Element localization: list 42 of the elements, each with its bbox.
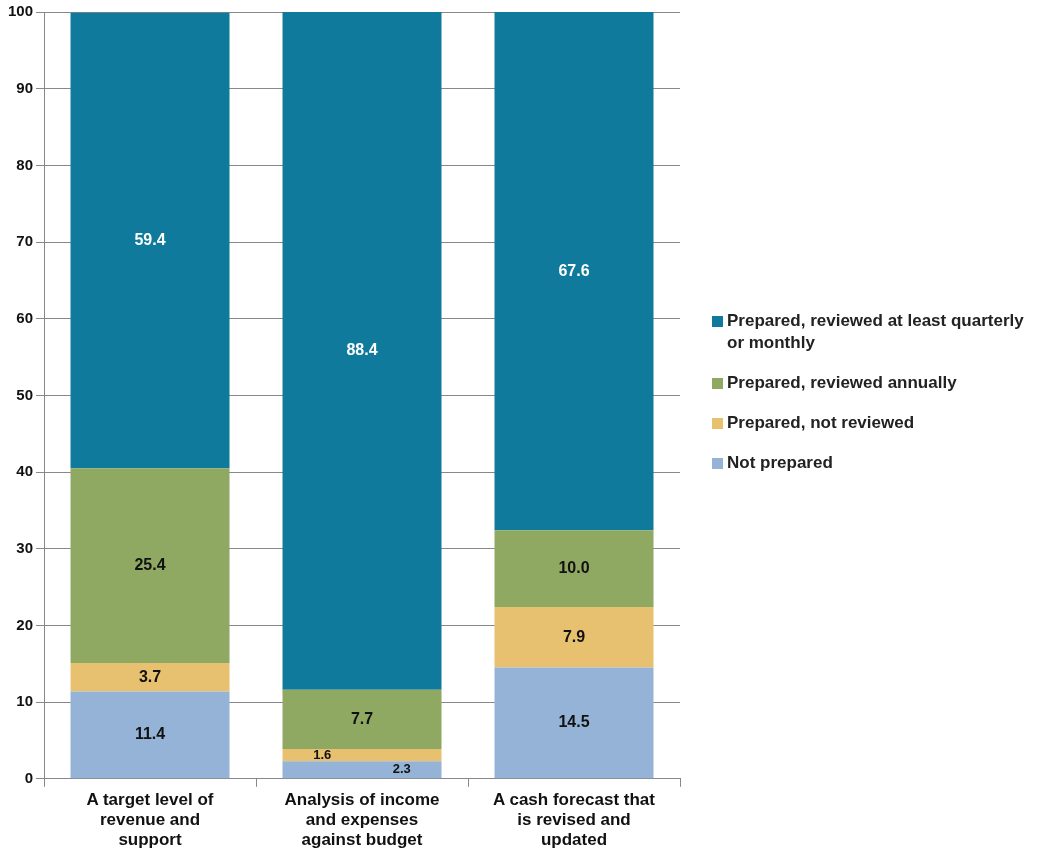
x-tick-label: A cash forecast that is revised and updated	[493, 789, 656, 850]
bar	[282, 761, 442, 779]
data-label: 1.6	[313, 746, 332, 762]
y-tick-label: 40	[16, 462, 34, 480]
x-tick-label: Analysis of income and expenses against budget	[284, 789, 440, 850]
bar	[70, 12, 230, 469]
bar	[70, 691, 230, 779]
y-tick-label: 80	[16, 155, 34, 173]
y-tick-label: 60	[16, 308, 34, 326]
y-tick-label: 100	[8, 2, 34, 20]
bar	[282, 748, 442, 762]
bar	[70, 468, 230, 664]
bar	[494, 530, 654, 608]
bar	[282, 689, 442, 749]
data-label: 10.0	[558, 559, 590, 577]
data-label: 25.4	[134, 556, 166, 574]
data-label: 67.6	[558, 261, 590, 279]
data-label: 7.7	[350, 709, 374, 727]
y-tick-label: 30	[16, 538, 34, 556]
data-label: 88.4	[346, 341, 378, 359]
legend-label: Not prepared	[727, 452, 833, 474]
y-tick-label: 10	[16, 692, 34, 710]
y-tick-label: 50	[16, 385, 34, 403]
legend-label: Prepared, reviewed at least quarterly or monthly	[727, 310, 1025, 354]
bar	[494, 667, 654, 779]
data-label: 3.7	[138, 667, 162, 685]
data-label: 59.4	[134, 230, 166, 248]
legend-label: Prepared, not reviewed	[727, 412, 915, 434]
bar	[494, 607, 654, 668]
data-label: 14.5	[558, 713, 590, 731]
legend-label: Prepared, reviewed annually	[727, 372, 957, 394]
x-tick-label: A target level of revenue and support	[86, 789, 214, 850]
data-label: 7.9	[562, 627, 586, 645]
bar	[494, 12, 654, 531]
bar	[282, 12, 442, 690]
y-tick-label: 20	[16, 615, 34, 633]
bar	[70, 663, 230, 692]
data-label: 11.4	[134, 725, 166, 743]
data-label: 2.3	[392, 761, 411, 777]
y-tick-label: 70	[16, 232, 34, 250]
y-tick-label: 0	[24, 768, 34, 786]
y-tick-label: 90	[16, 78, 34, 96]
